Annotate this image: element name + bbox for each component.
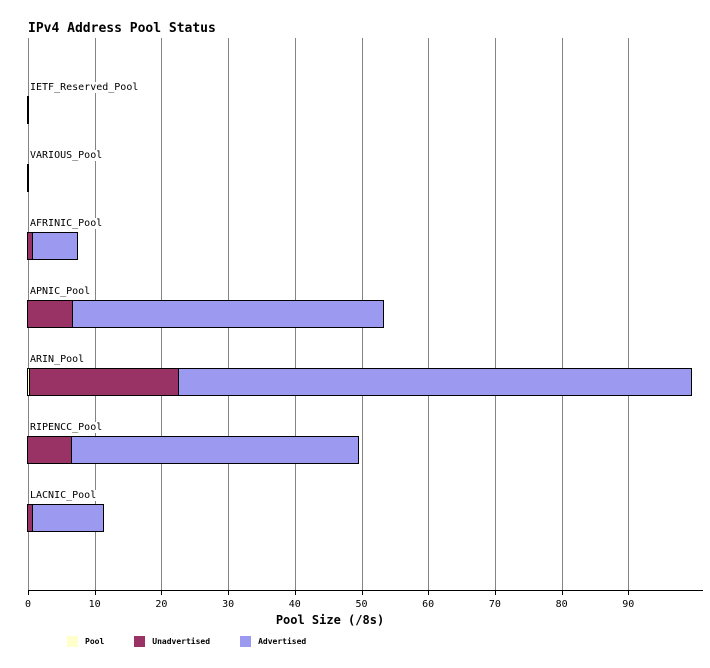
category-label: APNIC_Pool: [29, 286, 92, 297]
bar-segment-advertised: [72, 437, 359, 463]
legend-swatch-unadvertised: [134, 636, 146, 647]
bar-segment-advertised: [33, 505, 104, 531]
bar-segment-unadvertised: [28, 233, 34, 259]
category-label: RIPENCC_Pool: [29, 422, 104, 433]
gridline-70: [494, 38, 496, 590]
bar-VARIOUS_Pool: [27, 164, 29, 192]
bar-ARIN_Pool: [27, 368, 692, 396]
gridline-90: [628, 38, 630, 590]
bar-segment-advertised: [179, 369, 691, 395]
tick-mark-0: [28, 590, 29, 595]
tick-mark-60: [428, 590, 430, 595]
category-label: AFRINIC_Pool: [29, 218, 104, 229]
legend-item-advertised: Advertised: [240, 636, 306, 647]
tick-label-90: 90: [622, 599, 635, 610]
tick-mark-40: [294, 590, 296, 595]
chart-title: IPv4 Address Pool Status: [28, 21, 216, 36]
bar-segment-unadvertised: [30, 369, 180, 395]
legend-item-unadvertised: Unadvertised: [134, 636, 210, 647]
legend-label: Pool: [85, 637, 105, 646]
x-axis-title: Pool Size (/8s): [275, 613, 385, 627]
bar-segment-advertised: [33, 233, 77, 259]
category-label: LACNIC_Pool: [29, 490, 98, 501]
tick-label-30: 30: [222, 599, 235, 610]
legend-label: Unadvertised: [152, 637, 211, 646]
bar-segment-unadvertised: [28, 505, 34, 531]
tick-mark-20: [161, 590, 163, 595]
legend-swatch-pool: [67, 636, 78, 647]
bar-segment-advertised: [72, 301, 383, 327]
category-label: ARIN_Pool: [29, 354, 86, 365]
tick-label-50: 50: [355, 599, 368, 610]
category-label: IETF_Reserved_Pool: [29, 82, 140, 93]
tick-label-10: 10: [88, 599, 101, 610]
gridline-80: [561, 38, 563, 590]
tick-label-80: 80: [555, 599, 568, 610]
tick-label-60: 60: [422, 599, 435, 610]
bar-LACNIC_Pool: [27, 504, 105, 532]
legend-label: Advertised: [258, 637, 307, 646]
tick-mark-30: [228, 590, 230, 595]
bar-AFRINIC_Pool: [27, 232, 78, 260]
tick-mark-90: [628, 590, 630, 595]
bar-segment-unadvertised: [28, 437, 73, 463]
tick-mark-80: [561, 590, 563, 595]
tick-label-0: 0: [24, 599, 32, 610]
legend: Pool Unadvertised Advertised: [67, 636, 306, 647]
category-label: VARIOUS_Pool: [29, 150, 104, 161]
tick-mark-10: [94, 590, 96, 595]
tick-mark-50: [361, 590, 363, 595]
bar-segment-unadvertised: [28, 301, 73, 327]
tick-mark-70: [494, 590, 496, 595]
tick-label-70: 70: [488, 599, 501, 610]
bar-APNIC_Pool: [27, 300, 384, 328]
bar-IETF_Reserved_Pool: [27, 96, 29, 124]
legend-swatch-advertised: [240, 636, 252, 647]
plot-area: IETF_Reserved_Pool VARIOUS_Pool AFRINIC_Po…: [27, 38, 695, 590]
tick-label-20: 20: [155, 599, 168, 610]
bar-segment-pool: [28, 369, 30, 395]
gridline-60: [428, 38, 430, 590]
x-axis-line: [28, 590, 703, 591]
legend-item-pool: Pool: [67, 636, 104, 647]
tick-label-40: 40: [288, 599, 301, 610]
bar-RIPENCC_Pool: [27, 436, 360, 464]
